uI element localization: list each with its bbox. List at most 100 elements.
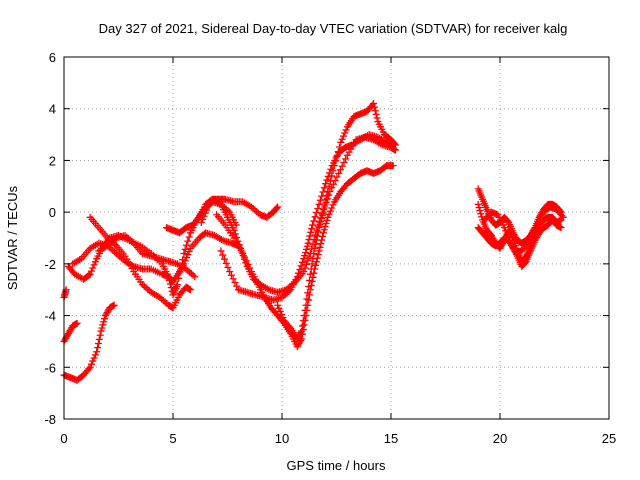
data-point: [241, 253, 249, 261]
data-point: [329, 180, 337, 188]
data-point: [325, 182, 333, 190]
data-point: [97, 327, 105, 335]
data-point: [475, 203, 483, 211]
data-point: [94, 344, 102, 352]
data-point: [312, 261, 320, 269]
data-point: [298, 322, 306, 330]
data-point: [325, 210, 333, 218]
data-point: [93, 348, 101, 356]
data-point: [557, 224, 565, 232]
data-point: [110, 301, 118, 309]
data-point: [324, 213, 332, 221]
axis-ticks: -8 -6 -4 -2 0 2 4 6 0 5 10 15 20 25: [44, 50, 616, 446]
data-point: [326, 177, 334, 185]
data-point: [300, 312, 308, 320]
data-point: [334, 148, 342, 156]
data-point: [305, 236, 313, 244]
data-point: [336, 166, 344, 174]
data-point: [304, 257, 312, 265]
data-point: [310, 217, 318, 225]
data-point: [185, 233, 193, 241]
data-point: [161, 298, 169, 306]
data-point: [316, 243, 324, 251]
data-point: [114, 251, 122, 259]
data-point: [323, 192, 331, 200]
data-point: [304, 289, 312, 297]
data-point: [370, 103, 378, 111]
data-point: [85, 365, 93, 373]
data-point: [197, 218, 205, 226]
data-point: [295, 269, 303, 277]
data-point: [315, 247, 323, 255]
data-point: [321, 200, 329, 208]
data-point: [342, 126, 350, 134]
data-point: [296, 266, 304, 274]
data-point: [140, 282, 148, 290]
data-point: [183, 254, 191, 262]
data-point: [305, 276, 313, 284]
data-point: [306, 232, 314, 240]
data-point: [186, 268, 194, 276]
data-point: [98, 324, 106, 332]
data-point: [333, 173, 341, 181]
data-point: [307, 265, 315, 273]
data-point: [285, 323, 293, 331]
data-point: [337, 138, 345, 146]
data-point: [233, 282, 241, 290]
data-point: [167, 284, 175, 292]
data-point: [339, 132, 347, 140]
data-point: [293, 273, 301, 281]
data-point: [316, 221, 324, 229]
data-point: [203, 206, 211, 214]
data-point: [231, 278, 239, 286]
data-point: [311, 244, 319, 252]
data-point: [226, 268, 234, 276]
data-point: [185, 247, 193, 255]
data-point: [312, 240, 320, 248]
grid: [64, 57, 609, 419]
data-point: [112, 250, 120, 258]
data-point: [389, 162, 397, 170]
data-point: [87, 360, 95, 368]
series-track-a: [60, 301, 118, 384]
data-point: [305, 283, 313, 291]
data-point: [314, 205, 322, 213]
series-track-g: [95, 231, 199, 281]
data-point: [239, 250, 247, 258]
data-point: [308, 225, 316, 233]
data-point: [329, 201, 337, 209]
data-point: [96, 331, 104, 339]
data-point: [308, 260, 316, 268]
data-point: [500, 224, 508, 232]
data-point: [476, 207, 484, 215]
x-tick-label: 25: [602, 431, 616, 446]
data-point: [305, 253, 313, 261]
data-point: [313, 232, 321, 240]
data-point: [200, 212, 208, 220]
data-point: [144, 285, 152, 293]
data-point: [91, 351, 99, 359]
data-point: [229, 275, 237, 283]
x-axis-label: GPS time / hours: [287, 458, 386, 473]
data-point: [101, 315, 109, 323]
data-point: [311, 213, 319, 221]
data-point: [315, 224, 323, 232]
data-point: [304, 239, 312, 247]
data-point: [159, 297, 167, 305]
data-point: [90, 354, 98, 362]
data-point: [503, 230, 511, 238]
y-tick-label: 4: [49, 102, 56, 117]
x-tick-label: 15: [384, 431, 398, 446]
data-point: [323, 216, 331, 224]
data-point: [297, 262, 305, 270]
data-point: [372, 110, 380, 118]
y-axis-label: SDTVAR / TECUs: [5, 185, 20, 290]
data-point: [220, 255, 228, 263]
data-point: [181, 245, 189, 253]
x-tick-label: 10: [275, 431, 289, 446]
data-point: [273, 204, 281, 212]
data-point: [274, 301, 282, 309]
data-point: [73, 319, 81, 327]
data-point: [342, 155, 350, 163]
